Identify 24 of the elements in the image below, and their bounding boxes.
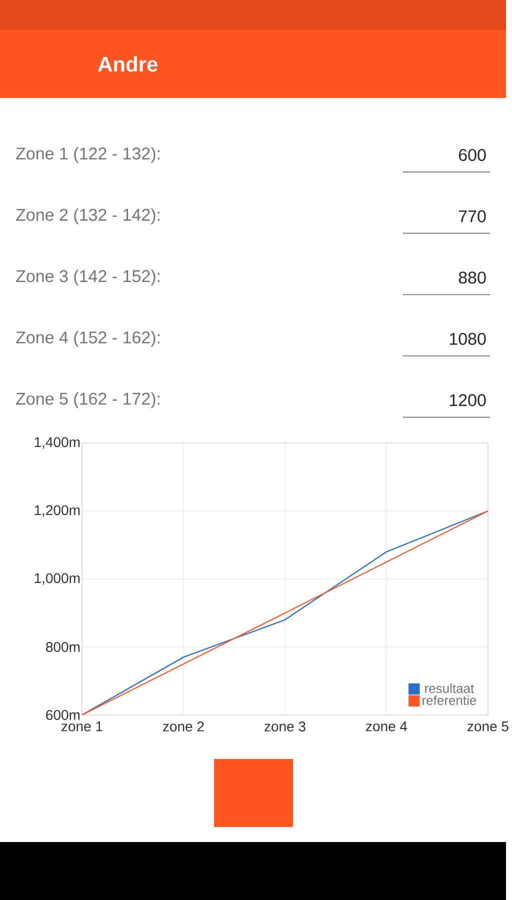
- y-tick-label: 1,000m: [34, 573, 80, 585]
- x-tick-label: zone 4: [366, 722, 407, 732]
- x-tick-label: zone 2: [162, 722, 204, 732]
- text: 1080: [450, 332, 486, 345]
- text: 770: [458, 210, 486, 222]
- x-tick-label: zone 5: [467, 722, 508, 732]
- text: 1200: [450, 394, 486, 406]
- line-series: [82, 510, 488, 715]
- chart-title: Andre: [98, 56, 158, 72]
- y-tick-label: 1,400m: [34, 437, 80, 449]
- text: 880: [458, 272, 486, 284]
- text: Zone 5 (162 - 172):: [16, 392, 160, 408]
- text: Zone 1 (122 - 132):: [16, 147, 160, 163]
- x-tick-label: zone 3: [264, 722, 306, 732]
- text: Zone 2 (132 - 142):: [16, 208, 160, 224]
- text: Zone 4 (152 - 162):: [16, 330, 160, 347]
- x-tick-label: zone 1: [61, 722, 102, 732]
- text: Zone 3 (142 - 152):: [16, 270, 160, 286]
- legend-label: resultaat: [424, 684, 474, 694]
- y-tick-label: 600m: [46, 710, 80, 720]
- y-tick-label: 1,200m: [34, 505, 80, 517]
- text: 600: [458, 148, 486, 162]
- y-tick-label: 800m: [46, 642, 80, 652]
- legend-label: referentie: [422, 695, 476, 705]
